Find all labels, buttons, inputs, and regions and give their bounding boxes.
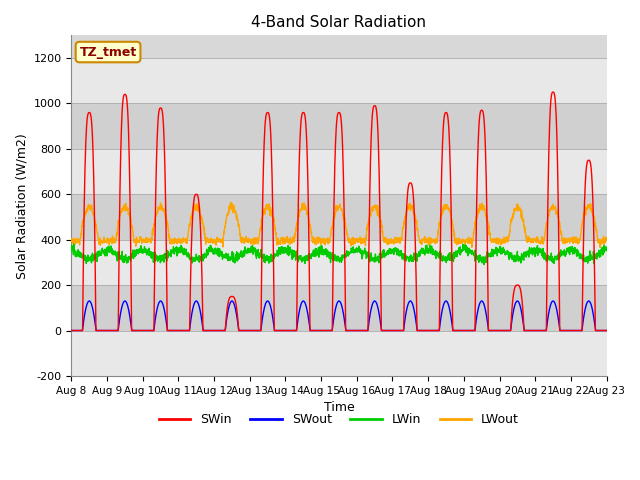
Legend: SWin, SWout, LWin, LWout: SWin, SWout, LWin, LWout xyxy=(154,408,524,431)
Bar xyxy=(72,331,607,376)
Bar xyxy=(72,58,607,104)
Title: 4-Band Solar Radiation: 4-Band Solar Radiation xyxy=(252,15,426,30)
Bar xyxy=(72,149,607,194)
Bar xyxy=(72,285,607,331)
Bar xyxy=(72,194,607,240)
Bar xyxy=(72,104,607,149)
Text: TZ_tmet: TZ_tmet xyxy=(79,46,137,59)
X-axis label: Time: Time xyxy=(324,401,355,414)
Y-axis label: Solar Radiation (W/m2): Solar Radiation (W/m2) xyxy=(15,133,28,278)
Bar xyxy=(72,240,607,285)
